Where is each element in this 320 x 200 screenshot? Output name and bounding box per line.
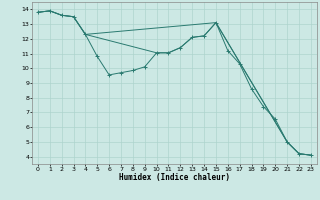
X-axis label: Humidex (Indice chaleur): Humidex (Indice chaleur) xyxy=(119,173,230,182)
